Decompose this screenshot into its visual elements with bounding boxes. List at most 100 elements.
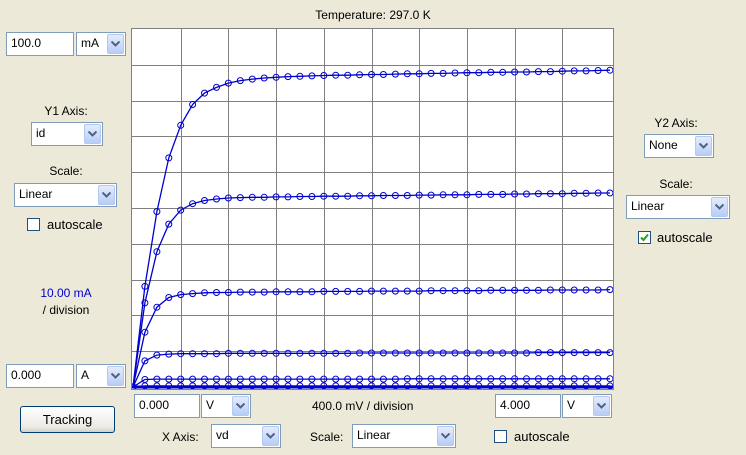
data-point — [296, 375, 304, 383]
chevron-down-icon[interactable] — [98, 185, 115, 205]
y1-max-input[interactable]: 100.0 — [6, 32, 74, 56]
y1-autoscale-checkbox[interactable] — [27, 218, 40, 231]
data-point — [487, 286, 495, 294]
data-point — [344, 192, 352, 200]
chevron-down-icon[interactable] — [711, 197, 728, 217]
data-point — [189, 350, 197, 358]
data-point — [558, 190, 566, 198]
data-point — [534, 68, 542, 76]
data-point — [141, 282, 149, 290]
y2-autoscale-checkbox[interactable] — [638, 231, 651, 244]
y1-axis-label: Y1 Axis: — [44, 104, 88, 118]
chevron-down-icon[interactable] — [593, 396, 610, 416]
data-point — [308, 72, 316, 80]
data-point — [511, 349, 519, 357]
y1-axis-select[interactable]: id — [31, 122, 103, 146]
data-point — [344, 349, 352, 357]
data-point — [284, 73, 292, 81]
data-point — [141, 357, 149, 365]
data-point — [308, 375, 316, 383]
y2-scale-select[interactable]: Linear — [626, 195, 730, 219]
data-point — [427, 191, 435, 199]
tracking-button[interactable]: Tracking — [20, 406, 115, 433]
data-point — [594, 67, 602, 74]
data-point — [427, 375, 435, 383]
x-max-unit-select[interactable]: V — [562, 394, 612, 418]
temperature-title: Temperature: 297.0 K — [315, 8, 431, 22]
data-point — [224, 79, 232, 87]
data-point — [570, 189, 578, 197]
x-min-input[interactable]: 0.000 — [134, 394, 200, 418]
data-point — [213, 350, 220, 358]
data-point — [284, 193, 292, 201]
x-scale-select[interactable]: Linear — [352, 424, 456, 448]
data-point — [523, 286, 530, 294]
x-max-input[interactable]: 4.000 — [495, 394, 561, 418]
chevron-down-icon[interactable] — [107, 34, 124, 54]
data-point — [534, 375, 542, 383]
x-axis-select[interactable]: vd — [211, 424, 281, 448]
data-point — [475, 190, 483, 198]
data-point — [546, 190, 554, 198]
data-point — [236, 288, 244, 296]
data-point — [236, 194, 244, 202]
data-point — [582, 375, 590, 383]
data-point — [201, 197, 208, 204]
data-point — [594, 375, 602, 383]
y1-scale-value: Linear — [19, 187, 53, 201]
data-point — [451, 375, 459, 383]
y1-min-unit-select[interactable]: A — [76, 364, 126, 388]
data-point — [546, 68, 554, 76]
data-point — [177, 350, 185, 358]
data-point — [523, 190, 530, 198]
data-point — [391, 349, 399, 357]
x-min-unit-select[interactable]: V — [201, 394, 251, 418]
data-point — [379, 71, 387, 78]
data-point — [463, 375, 471, 383]
data-point — [511, 190, 519, 198]
data-point — [379, 349, 387, 357]
y1-division-value: 10.00 mA — [40, 286, 92, 300]
data-point — [415, 70, 423, 78]
data-point — [368, 71, 375, 78]
data-point — [499, 68, 507, 76]
data-point — [201, 350, 208, 358]
data-point — [379, 192, 387, 199]
data-point — [248, 288, 256, 296]
chevron-down-icon[interactable] — [262, 426, 279, 446]
chevron-down-icon[interactable] — [84, 124, 101, 144]
chevron-down-icon[interactable] — [232, 396, 249, 416]
data-point — [165, 154, 173, 162]
data-point — [224, 375, 232, 383]
data-point — [224, 349, 232, 357]
y1-max-unit-select[interactable]: mA — [76, 32, 126, 56]
data-point — [332, 349, 340, 357]
data-point — [248, 75, 256, 83]
data-point — [332, 375, 340, 383]
data-point — [451, 349, 459, 357]
series-line-2 — [132, 192, 610, 388]
data-point — [439, 287, 447, 295]
data-point — [475, 69, 483, 77]
data-point — [403, 70, 411, 78]
x-axis-label: X Axis: — [162, 430, 199, 444]
data-point — [570, 286, 578, 294]
chevron-down-icon[interactable] — [437, 426, 454, 446]
chevron-down-icon[interactable] — [695, 136, 712, 156]
data-point — [415, 287, 423, 295]
chevron-down-icon[interactable] — [107, 366, 124, 386]
y2-axis-select[interactable]: None — [644, 134, 714, 158]
y1-scale-label: Scale: — [49, 164, 83, 178]
data-point — [141, 328, 149, 336]
data-point — [165, 350, 173, 358]
data-point — [320, 72, 328, 79]
data-point — [379, 287, 387, 295]
series-line-3 — [132, 288, 611, 388]
y1-scale-select[interactable]: Linear — [14, 183, 117, 207]
data-point — [451, 191, 459, 199]
x-autoscale-checkbox[interactable] — [494, 430, 507, 443]
y1-min-input[interactable]: 0.000 — [6, 364, 74, 388]
x-autoscale-label: autoscale — [514, 429, 570, 444]
y1-division-suffix: / division — [42, 303, 90, 317]
data-point — [189, 101, 197, 108]
